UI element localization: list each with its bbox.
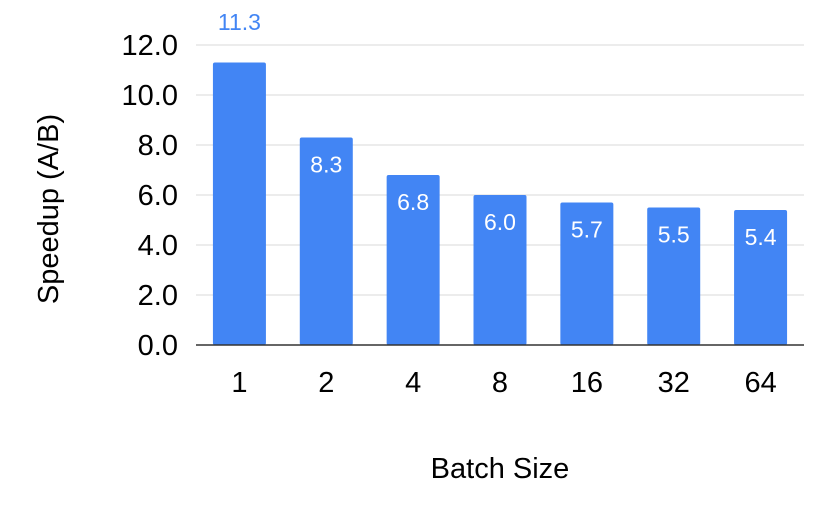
- x-tick-label: 64: [744, 367, 776, 399]
- x-tick-label: 32: [658, 367, 690, 399]
- data-label: 6.0: [484, 209, 516, 235]
- x-tick-label: 1: [231, 367, 247, 399]
- bar: [473, 195, 527, 345]
- y-tick-label: 4.0: [138, 230, 178, 262]
- data-label: 11.3: [218, 9, 261, 35]
- data-label: 5.4: [745, 224, 777, 250]
- x-tick-label: 2: [318, 367, 334, 399]
- y-axis-title: Speedup (A/B): [33, 114, 65, 304]
- data-labels: 11.3 8.3 6.8 6.0 5.7 5.5 5.4: [218, 9, 777, 250]
- y-tick-label: 2.0: [138, 280, 178, 312]
- bars: [212, 62, 788, 345]
- axes: 0.0 2.0 4.0 6.0 8.0 10.0 12.0 1 2 4 8 16 32 64: [122, 30, 804, 399]
- x-tick-label: 8: [492, 367, 508, 399]
- data-label: 5.7: [571, 217, 603, 243]
- bar: [647, 207, 701, 345]
- x-tick-label: 4: [405, 367, 421, 399]
- data-label: 5.5: [658, 222, 690, 248]
- x-tick-label: 16: [571, 367, 603, 399]
- y-tick-label: 10.0: [122, 80, 178, 112]
- x-axis-title: Batch Size: [431, 453, 570, 485]
- bar: [299, 137, 353, 345]
- bar: [560, 202, 614, 345]
- bar: [734, 210, 788, 345]
- data-label: 8.3: [310, 152, 342, 178]
- bar: [386, 175, 440, 345]
- y-tick-label: 6.0: [138, 180, 178, 212]
- data-label: 6.8: [397, 189, 429, 215]
- y-tick-label: 12.0: [122, 30, 178, 62]
- y-tick-label: 8.0: [138, 130, 178, 162]
- y-tick-label: 0.0: [138, 330, 178, 362]
- bar: [212, 62, 266, 345]
